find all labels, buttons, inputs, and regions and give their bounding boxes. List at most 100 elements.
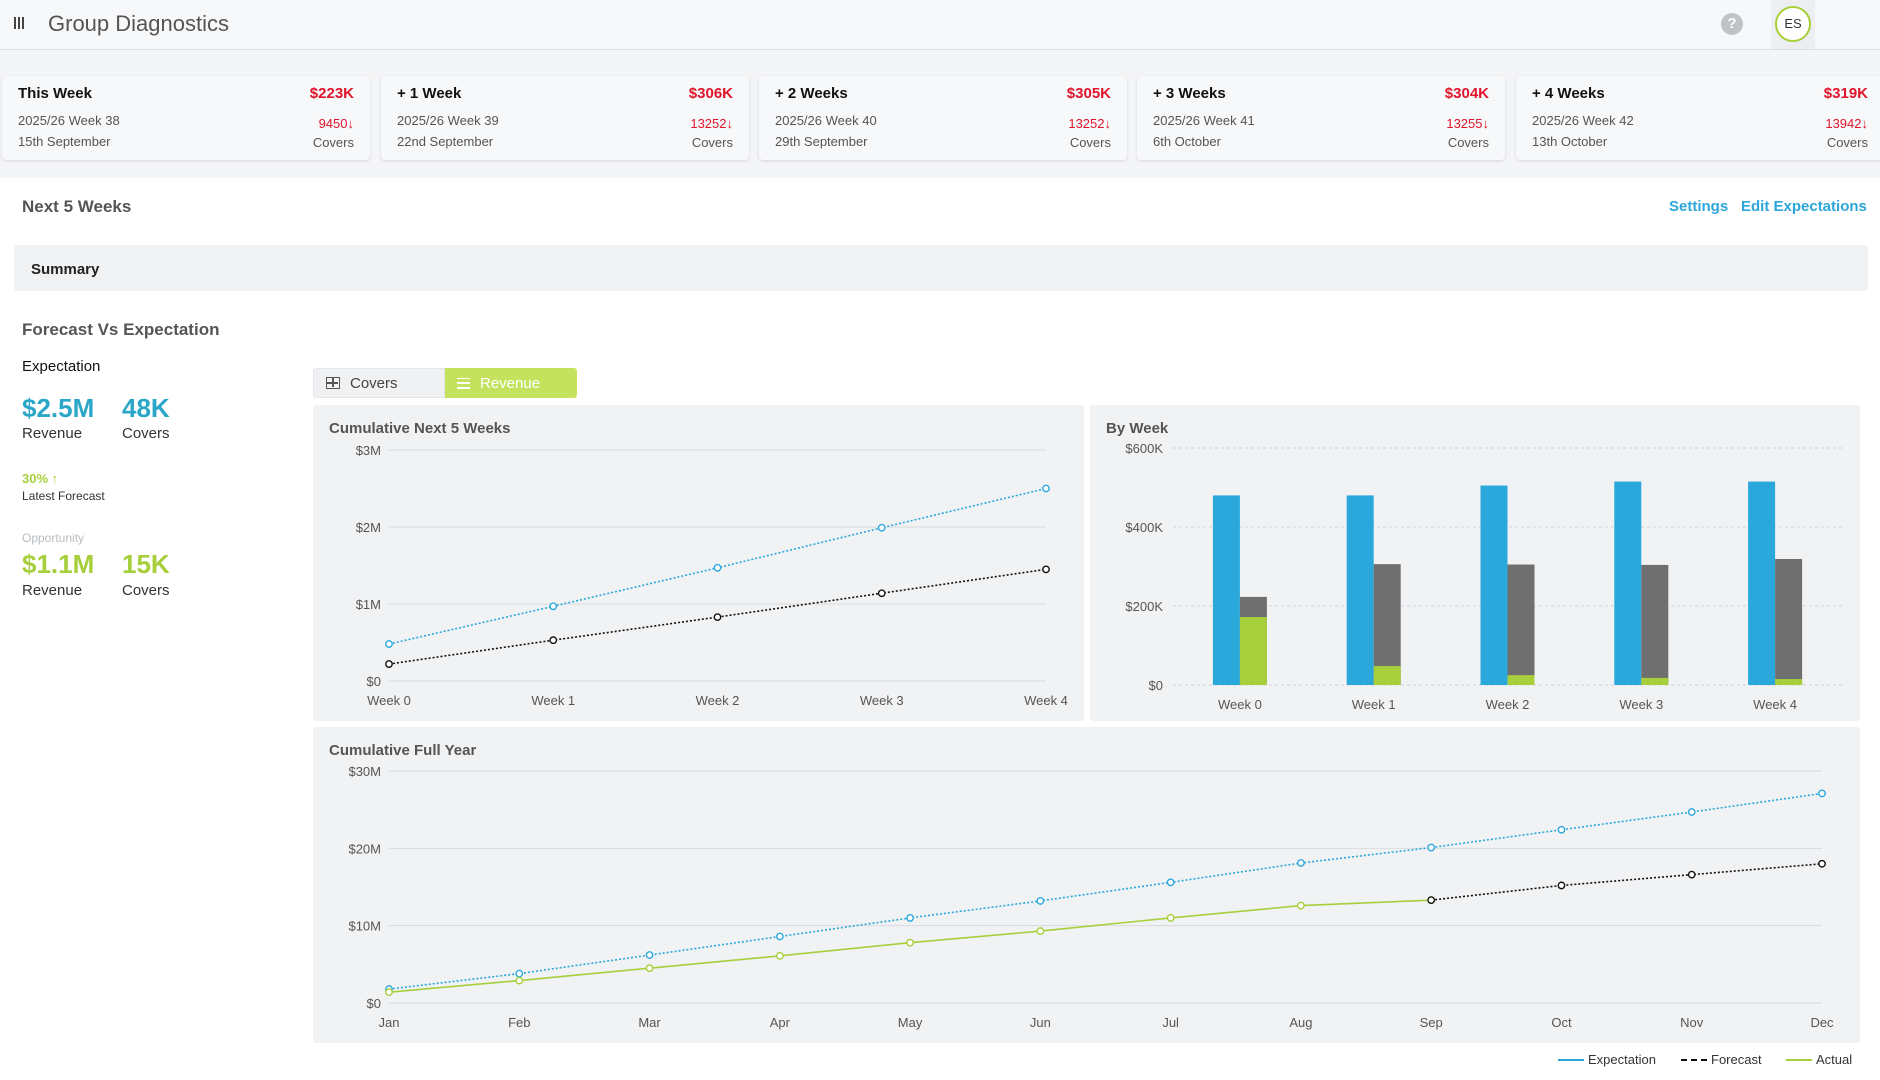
x-tick-label: Mar (638, 1015, 661, 1030)
opportunity-label: Opportunity (22, 531, 85, 545)
data-point-expectation (877, 523, 886, 532)
x-tick-label: Sep (1420, 1015, 1443, 1030)
summary-bar[interactable]: Summary (14, 245, 1868, 291)
y-tick-label: $0 (367, 996, 381, 1011)
summary-label: Summary (31, 261, 100, 278)
legend-swatch (1786, 1058, 1812, 1061)
week-card-covers: 13252↓ (690, 116, 733, 131)
arrow-down-icon: ↓ (1861, 116, 1869, 131)
week-card-covers-label: Covers (691, 135, 733, 150)
bar-actual (1239, 617, 1267, 685)
y-tick-label: $1M (356, 597, 381, 612)
x-tick-label: Apr (770, 1015, 791, 1030)
week-card[interactable]: This Week $223K 2025/26 Week 38 15th Septem… (2, 76, 370, 160)
help-icon[interactable]: ? (1721, 13, 1743, 35)
grid-icon (326, 377, 340, 389)
y-tick-label: $30M (348, 764, 381, 779)
series-line-expectation (388, 792, 1823, 990)
section-title: Next 5 Weeks (22, 197, 132, 216)
legend-item: Actual (1786, 1052, 1852, 1067)
data-point-forecast (1427, 896, 1436, 905)
week-card-week: 2025/26 Week 40 (775, 113, 877, 128)
data-point-forecast (713, 613, 722, 621)
x-tick-label: Week 4 (1753, 697, 1797, 712)
week-card-revenue: $223K (309, 85, 354, 102)
cumulative-next-5-weeks-chart: $0 $1M $2M $3M Week 0 Week 1 Week 2 Week 3 Week … (356, 443, 1068, 708)
expectation-title: Expectation (22, 358, 101, 375)
bar-forecast (1507, 564, 1535, 685)
toggle-covers-button[interactable]: Covers (313, 368, 445, 398)
legend-label: Actual (1816, 1052, 1853, 1067)
x-tick-label: Week 1 (1352, 697, 1396, 712)
data-point-actual (645, 964, 654, 973)
data-point-forecast (877, 589, 886, 598)
data-point-expectation (906, 914, 914, 922)
data-point-actual (1166, 914, 1175, 922)
week-card-date: 6th October (1153, 134, 1221, 149)
y-tick-label: $400K (1125, 520, 1163, 535)
toggle-covers-label: Covers (350, 374, 398, 392)
legend-label: Expectation (1588, 1052, 1656, 1067)
data-point-forecast (549, 636, 558, 645)
bar-expectation (1614, 481, 1642, 685)
arrow-down-icon: ↓ (1104, 116, 1112, 131)
expectation-revenue-value: $2.5M (22, 393, 95, 423)
week-card-title: + 4 Weeks (1532, 85, 1605, 102)
x-tick-label: May (898, 1015, 923, 1030)
data-point-expectation (1042, 484, 1050, 493)
week-card-title: + 3 Weeks (1153, 85, 1226, 102)
bar-forecast (1641, 564, 1669, 685)
data-point-forecast (385, 660, 393, 668)
edit-expectations-link[interactable]: Edit Expectations (1741, 198, 1867, 215)
series-line-forecast (388, 568, 1047, 665)
bar-expectation (1748, 481, 1776, 685)
week-card[interactable]: + 3 Weeks $304K 2025/26 Week 41 6th October… (1137, 76, 1505, 160)
data-point-expectation (1687, 808, 1696, 816)
week-card[interactable]: + 4 Weeks $319K 2025/26 Week 42 13th Octobe… (1516, 76, 1880, 160)
x-tick-label: Week 2 (696, 693, 740, 708)
y-tick-label: $0 (367, 674, 381, 689)
week-card[interactable]: + 1 Week $306K 2025/26 Week 39 22nd Septemb… (381, 76, 749, 160)
x-tick-label: Jul (1162, 1015, 1179, 1030)
week-card-week: 2025/26 Week 38 (18, 113, 120, 128)
expectation-revenue-label: Revenue (22, 425, 83, 442)
data-point-expectation (1818, 789, 1826, 798)
avatar[interactable]: ES (1775, 6, 1811, 42)
latest-forecast-pct: 30% ↑ (22, 471, 59, 486)
data-point-actual (906, 938, 914, 947)
x-tick-label: Feb (508, 1015, 530, 1030)
week-card[interactable]: + 2 Weeks $305K 2025/26 Week 40 29th Septem… (759, 76, 1127, 160)
data-point-expectation (645, 951, 654, 959)
x-tick-label: Week 3 (1619, 697, 1663, 712)
week-card-covers: 13942↓ (1825, 116, 1868, 131)
data-point-actual (1297, 901, 1305, 910)
x-tick-label: Aug (1289, 1015, 1312, 1030)
settings-link[interactable]: Settings (1669, 198, 1729, 215)
legend-label: Forecast (1711, 1052, 1762, 1067)
opportunity-revenue-label: Revenue (22, 582, 83, 599)
week-card-title: + 2 Weeks (775, 85, 848, 102)
x-tick-label: Week 0 (1218, 697, 1262, 712)
data-point-forecast (1042, 565, 1050, 574)
data-point-actual (775, 951, 784, 960)
latest-forecast-label: Latest Forecast (22, 489, 105, 503)
toggle-revenue-button[interactable]: Revenue (445, 368, 577, 398)
opportunity-covers-label: Covers (122, 582, 170, 599)
week-card-date: 13th October (1532, 134, 1608, 149)
chart-title: Cumulative Next 5 Weeks (329, 420, 511, 437)
y-tick-label: $0 (1149, 678, 1163, 693)
app-header: Group Diagnostics ? ES (0, 0, 1880, 50)
menu-icon[interactable] (14, 17, 26, 31)
week-card-title: This Week (18, 85, 92, 102)
avatar-container: ES (1771, 0, 1815, 49)
week-card-revenue: $305K (1066, 85, 1111, 102)
bar-forecast (1775, 558, 1803, 685)
data-point-expectation (385, 640, 393, 648)
data-point-expectation (1297, 859, 1305, 867)
x-tick-label: Jun (1030, 1015, 1051, 1030)
data-point-actual (515, 976, 524, 985)
y-tick-label: $3M (356, 443, 381, 458)
series-line-forecast (1431, 863, 1823, 901)
list-icon (457, 377, 470, 389)
x-tick-label: Week 3 (860, 693, 904, 708)
